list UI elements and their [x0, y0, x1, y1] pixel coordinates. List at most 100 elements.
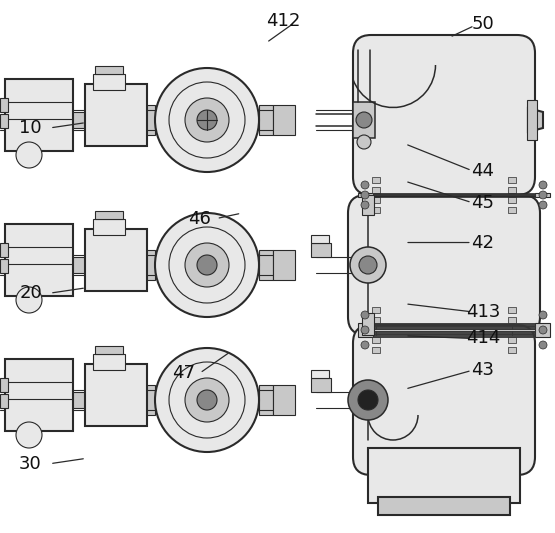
- Circle shape: [359, 256, 377, 274]
- Bar: [273, 105, 295, 135]
- Circle shape: [16, 287, 42, 313]
- Bar: [85, 364, 147, 426]
- Bar: [508, 317, 516, 323]
- Circle shape: [539, 341, 547, 349]
- Bar: [95, 66, 123, 74]
- Bar: [273, 250, 295, 280]
- Circle shape: [350, 247, 386, 283]
- Bar: [93, 354, 125, 370]
- Text: 46: 46: [188, 209, 211, 228]
- Bar: [73, 392, 85, 408]
- Bar: [372, 307, 380, 313]
- Bar: [535, 193, 550, 197]
- Circle shape: [185, 243, 229, 287]
- Bar: [311, 370, 329, 378]
- Text: 43: 43: [471, 361, 495, 379]
- Bar: [311, 243, 331, 257]
- Circle shape: [185, 378, 229, 422]
- Bar: [508, 177, 516, 183]
- Circle shape: [16, 142, 42, 168]
- Text: 42: 42: [471, 233, 495, 252]
- Bar: [527, 100, 537, 140]
- Bar: [372, 337, 380, 343]
- Bar: [528, 108, 535, 132]
- Bar: [378, 497, 510, 515]
- Bar: [372, 177, 380, 183]
- Bar: [508, 307, 516, 313]
- Bar: [0, 243, 8, 257]
- Bar: [373, 325, 535, 326]
- Bar: [5, 79, 73, 151]
- Bar: [358, 193, 373, 197]
- Circle shape: [16, 422, 42, 448]
- Bar: [362, 195, 374, 215]
- Bar: [95, 346, 123, 354]
- Text: 414: 414: [466, 329, 500, 348]
- Circle shape: [348, 380, 388, 420]
- Polygon shape: [528, 108, 543, 132]
- Bar: [358, 323, 373, 337]
- Bar: [372, 347, 380, 353]
- Bar: [372, 207, 380, 213]
- Bar: [141, 385, 155, 415]
- Circle shape: [155, 213, 259, 317]
- Bar: [141, 250, 155, 280]
- Circle shape: [185, 98, 229, 142]
- Circle shape: [361, 326, 369, 334]
- Text: 44: 44: [471, 161, 495, 180]
- Bar: [93, 219, 125, 235]
- FancyBboxPatch shape: [353, 325, 535, 475]
- Bar: [508, 347, 516, 353]
- Text: 413: 413: [466, 303, 500, 321]
- Circle shape: [357, 135, 371, 149]
- Circle shape: [358, 390, 378, 410]
- Bar: [0, 394, 8, 408]
- Circle shape: [197, 390, 217, 410]
- Bar: [0, 378, 8, 392]
- Bar: [311, 235, 329, 243]
- FancyBboxPatch shape: [353, 35, 535, 195]
- Circle shape: [361, 341, 369, 349]
- Circle shape: [361, 181, 369, 189]
- Bar: [273, 385, 295, 415]
- Bar: [372, 197, 380, 203]
- Bar: [0, 114, 8, 128]
- Bar: [0, 259, 8, 273]
- Text: 10: 10: [19, 119, 42, 137]
- Bar: [372, 187, 380, 193]
- Circle shape: [539, 326, 547, 334]
- Circle shape: [361, 201, 369, 209]
- Bar: [85, 84, 147, 146]
- Text: 47: 47: [171, 364, 195, 382]
- Bar: [508, 207, 516, 213]
- Bar: [141, 105, 155, 135]
- Bar: [311, 378, 331, 392]
- Bar: [373, 331, 535, 332]
- Bar: [85, 229, 147, 291]
- Circle shape: [539, 201, 547, 209]
- Circle shape: [197, 255, 217, 275]
- Bar: [373, 333, 535, 334]
- Bar: [73, 112, 85, 128]
- Bar: [259, 385, 273, 415]
- Bar: [373, 326, 535, 327]
- Circle shape: [539, 181, 547, 189]
- Text: 20: 20: [19, 284, 42, 302]
- Bar: [373, 336, 535, 337]
- Bar: [508, 197, 516, 203]
- Bar: [259, 105, 273, 135]
- Bar: [259, 250, 273, 280]
- Bar: [5, 224, 73, 296]
- Bar: [508, 337, 516, 343]
- Bar: [353, 102, 375, 138]
- Circle shape: [361, 311, 369, 319]
- FancyBboxPatch shape: [348, 195, 540, 335]
- Text: 30: 30: [19, 455, 42, 473]
- Bar: [5, 359, 73, 431]
- Bar: [93, 74, 125, 90]
- Bar: [373, 334, 535, 335]
- Circle shape: [155, 68, 259, 172]
- Bar: [373, 329, 535, 330]
- Circle shape: [361, 191, 369, 199]
- Text: 45: 45: [471, 193, 495, 212]
